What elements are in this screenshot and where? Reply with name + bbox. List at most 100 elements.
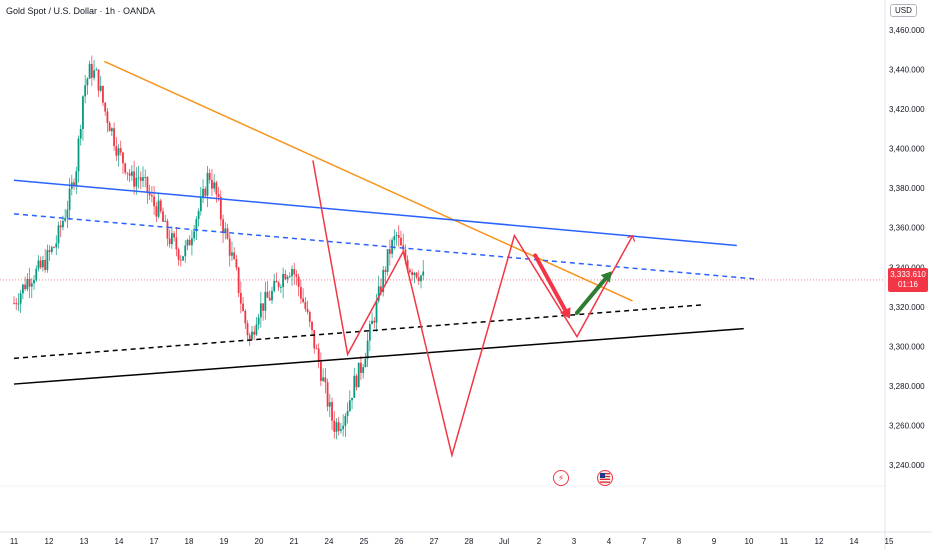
current-price: 3,333.610: [890, 270, 926, 279]
candle-body: [368, 324, 371, 341]
candle-body: [222, 219, 224, 234]
candle-body: [393, 236, 396, 240]
candle-body: [317, 348, 320, 362]
candle-body: [148, 192, 151, 196]
candle-body: [135, 177, 138, 187]
x-tick-label: 13: [80, 537, 89, 546]
candle-body: [206, 172, 209, 196]
candle-body: [126, 172, 129, 174]
y-tick-label: 3,380.000: [889, 184, 925, 193]
candle-body: [159, 200, 162, 212]
candle-body: [297, 276, 300, 287]
candle-body: [362, 367, 365, 373]
candle-body: [197, 211, 200, 220]
forecast-arrow-head: [559, 307, 571, 319]
candle-body: [84, 85, 87, 97]
candle-body: [277, 282, 280, 288]
candle-body: [288, 276, 291, 278]
candle-body: [364, 358, 367, 368]
y-tick-label: 3,260.000: [889, 422, 925, 431]
candle-body: [366, 340, 369, 359]
candle-body: [77, 138, 80, 172]
candle-body: [282, 273, 285, 288]
candle-body: [308, 311, 311, 322]
candle-body: [90, 63, 93, 78]
candle-body: [215, 182, 218, 195]
y-tick-label: 3,300.000: [889, 342, 925, 351]
candle-body: [26, 278, 29, 290]
candle-body: [375, 300, 378, 323]
candle-body: [110, 128, 113, 132]
x-tick-label: 10: [745, 537, 754, 546]
trend-line: [13, 179, 737, 247]
candle-body: [413, 272, 416, 275]
candle-body: [193, 231, 196, 239]
candle-body: [122, 152, 124, 164]
candle-body: [248, 335, 251, 339]
candle-body: [377, 286, 380, 301]
y-tick-label: 3,340.000: [889, 263, 925, 272]
candle-body: [255, 324, 258, 335]
x-tick-label: 28: [465, 537, 474, 546]
trend-line: [13, 304, 703, 360]
candle-body: [44, 259, 47, 270]
candle-body: [253, 331, 256, 335]
candle-body: [242, 303, 244, 311]
candle-body: [171, 233, 173, 245]
candle-body: [315, 348, 318, 350]
candle-body: [57, 225, 60, 244]
candle-body: [146, 177, 149, 193]
y-tick-label: 3,360.000: [889, 224, 925, 233]
candle-body: [400, 237, 402, 246]
candle-body: [304, 302, 307, 310]
candle-body: [99, 85, 102, 91]
zigzag-pattern: [312, 160, 634, 459]
y-tick-label: 3,280.000: [889, 382, 925, 391]
candle-body: [246, 323, 249, 336]
candle-body: [82, 96, 84, 130]
candle-body: [306, 309, 309, 312]
candle-body: [95, 69, 98, 71]
candle-body: [166, 220, 169, 239]
candle-body: [33, 280, 35, 284]
x-tick-label: 3: [572, 537, 577, 546]
x-tick-label: 24: [325, 537, 334, 546]
candle-body: [273, 280, 276, 291]
us-flag-icon[interactable]: [597, 470, 613, 486]
candle-body: [97, 69, 100, 91]
candle-body: [239, 292, 242, 304]
candle-body: [173, 233, 176, 238]
candle-body: [86, 78, 89, 86]
candle-body: [213, 182, 216, 189]
trend-line: [104, 60, 633, 302]
candle-body: [128, 173, 131, 176]
candle-body: [279, 287, 282, 288]
candle-body: [266, 291, 269, 298]
candle-body: [311, 321, 313, 331]
candle-body: [75, 171, 78, 186]
candle-body: [271, 290, 273, 301]
candle-body: [50, 247, 53, 252]
x-tick-label: 11: [780, 537, 789, 546]
candle-body: [415, 272, 418, 278]
candle-body: [24, 284, 27, 290]
candle-body: [388, 249, 391, 254]
candle-body: [320, 361, 322, 381]
candle-body: [404, 249, 407, 260]
candle-body: [139, 177, 142, 181]
x-tick-label: 21: [290, 537, 299, 546]
candle-body: [17, 303, 20, 305]
candle-body: [13, 302, 15, 304]
candle-body: [179, 259, 182, 261]
forecast-arrow-head: [600, 271, 612, 283]
candle-body: [204, 188, 207, 196]
candle-body: [251, 331, 253, 339]
currency-selector[interactable]: USD: [890, 4, 917, 17]
candle-body: [284, 273, 287, 280]
candle-body: [191, 238, 193, 246]
candle-body: [335, 422, 338, 432]
lightning-icon[interactable]: ⚡: [553, 470, 569, 486]
candle-body: [175, 237, 178, 250]
candle-body: [353, 375, 356, 398]
